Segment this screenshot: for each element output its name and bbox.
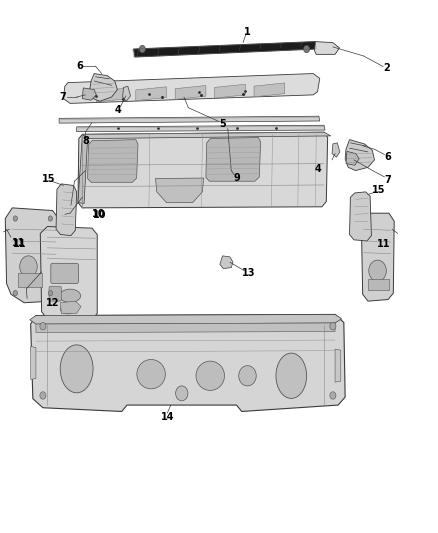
Polygon shape xyxy=(31,314,345,411)
Ellipse shape xyxy=(60,289,81,303)
Text: 7: 7 xyxy=(384,175,391,184)
Polygon shape xyxy=(220,256,233,269)
FancyBboxPatch shape xyxy=(51,263,78,284)
Polygon shape xyxy=(346,151,359,165)
Circle shape xyxy=(176,386,188,401)
Polygon shape xyxy=(332,143,340,157)
Polygon shape xyxy=(31,346,36,379)
Polygon shape xyxy=(254,83,285,97)
Circle shape xyxy=(48,290,53,296)
Polygon shape xyxy=(56,184,77,236)
Circle shape xyxy=(40,392,46,399)
Polygon shape xyxy=(82,88,96,100)
Polygon shape xyxy=(5,208,58,303)
Polygon shape xyxy=(64,74,320,103)
Bar xyxy=(18,273,42,287)
Circle shape xyxy=(48,216,53,221)
Text: 15: 15 xyxy=(372,185,385,195)
Circle shape xyxy=(40,322,46,330)
Text: 7: 7 xyxy=(60,92,67,102)
Bar xyxy=(368,279,389,290)
Ellipse shape xyxy=(60,304,76,314)
Polygon shape xyxy=(30,314,342,324)
Polygon shape xyxy=(82,132,331,139)
Text: 11: 11 xyxy=(12,238,25,247)
Polygon shape xyxy=(335,349,341,382)
Polygon shape xyxy=(350,192,371,241)
Circle shape xyxy=(13,290,18,296)
Text: 6: 6 xyxy=(385,152,392,161)
Text: 4: 4 xyxy=(314,164,321,174)
Polygon shape xyxy=(175,85,206,99)
Circle shape xyxy=(330,322,336,330)
Ellipse shape xyxy=(276,353,307,399)
Polygon shape xyxy=(345,140,374,171)
Text: 2: 2 xyxy=(383,63,390,73)
Polygon shape xyxy=(40,227,97,320)
Polygon shape xyxy=(314,42,339,54)
Text: 6: 6 xyxy=(76,61,83,71)
Text: 10: 10 xyxy=(92,209,105,219)
Circle shape xyxy=(304,45,310,53)
Ellipse shape xyxy=(137,359,166,389)
Text: 11: 11 xyxy=(13,239,26,248)
Text: 1: 1 xyxy=(244,27,251,37)
Polygon shape xyxy=(361,213,394,301)
Text: 14: 14 xyxy=(161,412,174,422)
Circle shape xyxy=(330,392,336,399)
Text: 11: 11 xyxy=(377,239,390,248)
Polygon shape xyxy=(123,86,131,101)
Polygon shape xyxy=(59,116,320,123)
Polygon shape xyxy=(136,87,166,101)
Polygon shape xyxy=(36,323,335,333)
Text: 4: 4 xyxy=(115,106,122,115)
Ellipse shape xyxy=(196,361,225,390)
Text: 5: 5 xyxy=(219,119,226,128)
Circle shape xyxy=(20,256,37,277)
Polygon shape xyxy=(206,138,261,181)
Circle shape xyxy=(13,216,18,221)
Circle shape xyxy=(139,45,145,53)
Text: 8: 8 xyxy=(82,136,89,146)
Polygon shape xyxy=(88,140,138,182)
Text: 12: 12 xyxy=(46,298,59,308)
Polygon shape xyxy=(155,178,204,203)
Text: 9: 9 xyxy=(233,173,240,183)
Ellipse shape xyxy=(239,366,256,386)
Circle shape xyxy=(369,260,386,281)
Polygon shape xyxy=(78,132,328,208)
Polygon shape xyxy=(90,74,117,101)
Text: 10: 10 xyxy=(93,211,106,220)
Polygon shape xyxy=(134,42,316,57)
Ellipse shape xyxy=(60,345,93,393)
Polygon shape xyxy=(78,134,88,204)
Polygon shape xyxy=(60,301,81,313)
FancyBboxPatch shape xyxy=(49,286,61,301)
Polygon shape xyxy=(215,84,245,98)
Text: 15: 15 xyxy=(42,174,56,184)
Text: 13: 13 xyxy=(242,268,255,278)
Polygon shape xyxy=(77,125,325,132)
Polygon shape xyxy=(96,88,127,102)
